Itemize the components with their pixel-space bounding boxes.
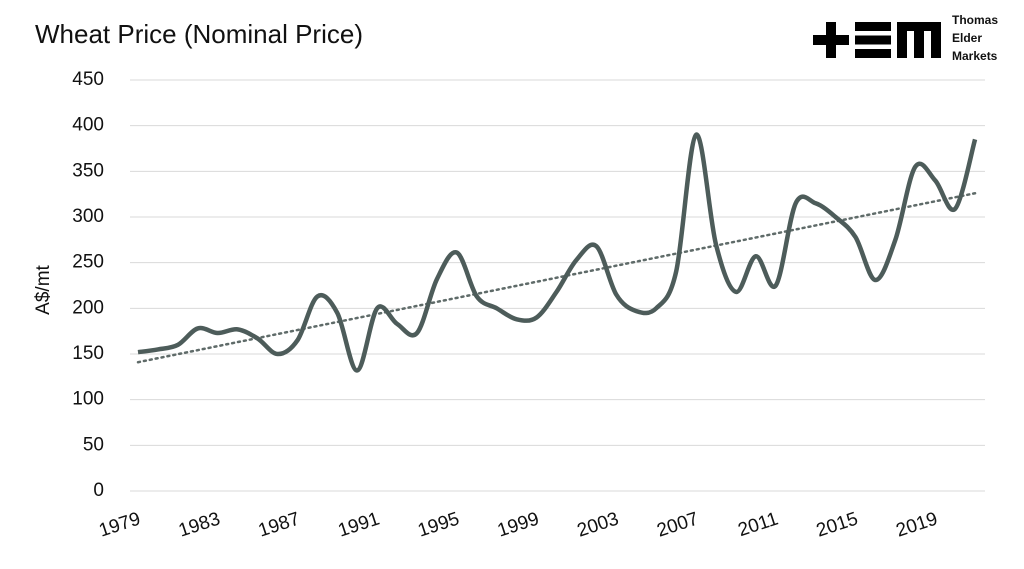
y-tick-label: 350: [72, 160, 104, 181]
y-tick-label: 200: [72, 297, 104, 318]
y-tick-label: 50: [83, 434, 104, 455]
logo-shape: [855, 49, 891, 58]
y-axis-label: A$/mt: [33, 264, 54, 314]
logo-shape: [897, 22, 941, 58]
x-tick-label: 1999: [495, 509, 542, 542]
chart-title: Wheat Price (Nominal Price): [35, 19, 363, 49]
x-tick-label: 2019: [894, 509, 941, 542]
x-tick-label: 2015: [814, 509, 861, 542]
logo-text: Markets: [952, 49, 998, 63]
y-tick-label: 100: [72, 389, 104, 410]
x-tick-label: 2007: [654, 509, 701, 542]
logo: Thomas Elder Markets: [813, 13, 998, 63]
logo-shape: [855, 35, 891, 45]
x-tick-label: 1991: [336, 509, 383, 542]
x-tick-label: 1987: [256, 509, 303, 542]
line: [137, 132, 978, 373]
logo-shape: [855, 22, 891, 31]
y-tick-label: 300: [72, 206, 104, 227]
x-tick-label: 1983: [176, 509, 223, 542]
y-tick-label: 450: [72, 69, 104, 90]
x-tick-label: 2003: [575, 509, 622, 542]
y-tick-label: 150: [72, 343, 104, 364]
logo-text: Elder: [952, 31, 982, 45]
logo-shape: [813, 35, 849, 45]
logo-text: Thomas: [952, 13, 998, 27]
y-tick-label: 400: [72, 115, 104, 136]
x-tick-label: 1995: [415, 509, 462, 542]
y-tick-label: 250: [72, 252, 104, 273]
y-tick-label: 0: [93, 480, 104, 501]
trendline: [136, 192, 977, 364]
x-tick-label: 1979: [96, 509, 143, 542]
x-tick-label: 2011: [736, 509, 781, 542]
